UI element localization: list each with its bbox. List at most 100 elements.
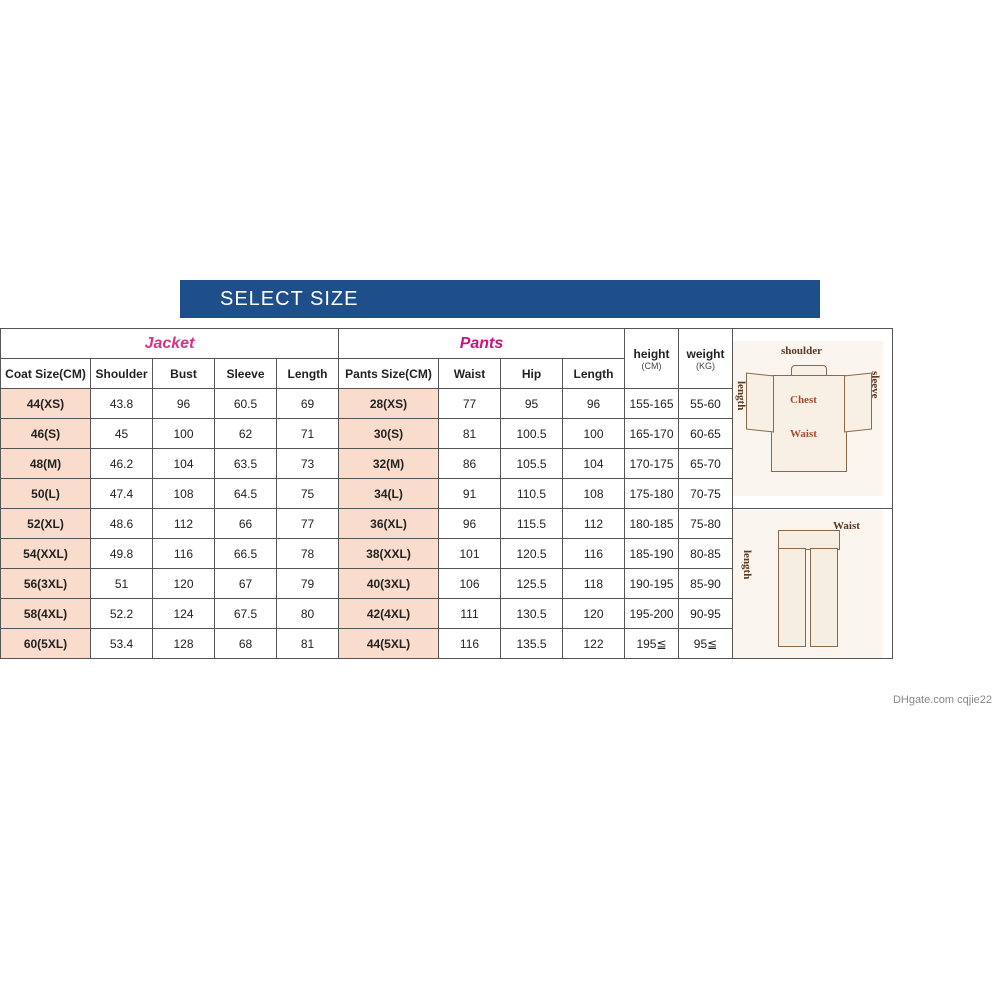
size-table: Jacket Pants height (CM) weight (KG) sho… [0, 328, 893, 659]
cell: 112 [153, 509, 215, 539]
cell: 77 [277, 509, 339, 539]
cell: 47.4 [91, 479, 153, 509]
cell: 75-80 [679, 509, 733, 539]
cell: 46.2 [91, 449, 153, 479]
height-sub: (CM) [625, 361, 678, 371]
cell: 60.5 [215, 389, 277, 419]
col-length-p: Length [563, 359, 625, 389]
title-bar: SELECT SIZE [180, 280, 820, 318]
cell-psize: 40(3XL) [339, 569, 439, 599]
size-chart: SELECT SIZE Jacket Pants height (CM) wei… [0, 280, 1000, 710]
section-header-row: Jacket Pants height (CM) weight (KG) sho… [1, 329, 893, 359]
cell: 86 [439, 449, 501, 479]
cell: 95≦ [679, 629, 733, 659]
col-length-j: Length [277, 359, 339, 389]
cell: 67.5 [215, 599, 277, 629]
cell: 90-95 [679, 599, 733, 629]
pants-leg-l [778, 548, 806, 647]
col-waist: Waist [439, 359, 501, 389]
pants-leg-r [810, 548, 838, 647]
shirt-diagram-cell: shoulder length sleeve Chest Waist [733, 329, 893, 509]
col-shoulder: Shoulder [91, 359, 153, 389]
cell: 85-90 [679, 569, 733, 599]
col-coat-size: Coat Size(CM) [1, 359, 91, 389]
cell: 108 [563, 479, 625, 509]
shirt-body: Chest Waist [771, 375, 847, 472]
cell-coat: 54(XXL) [1, 539, 91, 569]
cell: 116 [563, 539, 625, 569]
cell: 71 [277, 419, 339, 449]
shirt-diagram: shoulder length sleeve Chest Waist [733, 341, 883, 496]
cell: 75 [277, 479, 339, 509]
cell: 80-85 [679, 539, 733, 569]
weight-header: weight (KG) [679, 329, 733, 389]
cell: 170-175 [625, 449, 679, 479]
cell: 101 [439, 539, 501, 569]
dia-chest-label: Chest [790, 394, 817, 406]
cell: 73 [277, 449, 339, 479]
cell-psize: 34(L) [339, 479, 439, 509]
cell: 49.8 [91, 539, 153, 569]
cell: 100.5 [501, 419, 563, 449]
height-label: height [634, 347, 670, 361]
cell: 96 [563, 389, 625, 419]
cell: 81 [439, 419, 501, 449]
table-row: 52(XL) 48.6 112 66 77 36(XL) 96 115.5 11… [1, 509, 893, 539]
cell: 195≦ [625, 629, 679, 659]
cell: 53.4 [91, 629, 153, 659]
cell: 79 [277, 569, 339, 599]
cell: 116 [439, 629, 501, 659]
cell: 68 [215, 629, 277, 659]
cell: 105.5 [501, 449, 563, 479]
cell: 95 [501, 389, 563, 419]
cell-coat: 60(5XL) [1, 629, 91, 659]
cell: 69 [277, 389, 339, 419]
cell: 111 [439, 599, 501, 629]
pants-diagram-cell: Waist Hip length [733, 509, 893, 659]
cell-coat: 48(M) [1, 449, 91, 479]
cell: 165-170 [625, 419, 679, 449]
cell-psize: 44(5XL) [339, 629, 439, 659]
cell-psize: 32(M) [339, 449, 439, 479]
cell-coat: 50(L) [1, 479, 91, 509]
cell: 115.5 [501, 509, 563, 539]
cell-coat: 58(4XL) [1, 599, 91, 629]
cell: 67 [215, 569, 277, 599]
cell-coat: 44(XS) [1, 389, 91, 419]
cell: 77 [439, 389, 501, 419]
cell-psize: 30(S) [339, 419, 439, 449]
cell-psize: 36(XL) [339, 509, 439, 539]
cell: 190-195 [625, 569, 679, 599]
cell: 45 [91, 419, 153, 449]
cell-coat: 46(S) [1, 419, 91, 449]
cell-coat: 52(XL) [1, 509, 91, 539]
jacket-header: Jacket [1, 329, 339, 359]
cell: 125.5 [501, 569, 563, 599]
cell: 104 [153, 449, 215, 479]
cell: 66 [215, 509, 277, 539]
cell: 55-60 [679, 389, 733, 419]
cell: 155-165 [625, 389, 679, 419]
cell-psize: 42(4XL) [339, 599, 439, 629]
cell: 120 [153, 569, 215, 599]
cell: 96 [153, 389, 215, 419]
cell: 180-185 [625, 509, 679, 539]
cell: 100 [153, 419, 215, 449]
pants-shape [778, 530, 838, 645]
cell: 120.5 [501, 539, 563, 569]
cell: 135.5 [501, 629, 563, 659]
cell: 62 [215, 419, 277, 449]
cell: 118 [563, 569, 625, 599]
cell: 65-70 [679, 449, 733, 479]
cell: 63.5 [215, 449, 277, 479]
cell: 52.2 [91, 599, 153, 629]
cell: 64.5 [215, 479, 277, 509]
cell: 112 [563, 509, 625, 539]
cell: 51 [91, 569, 153, 599]
dia-length-label-p: length [741, 550, 753, 579]
cell: 128 [153, 629, 215, 659]
dia-shoulder-label: shoulder [781, 345, 822, 357]
cell: 60-65 [679, 419, 733, 449]
col-bust: Bust [153, 359, 215, 389]
cell: 70-75 [679, 479, 733, 509]
